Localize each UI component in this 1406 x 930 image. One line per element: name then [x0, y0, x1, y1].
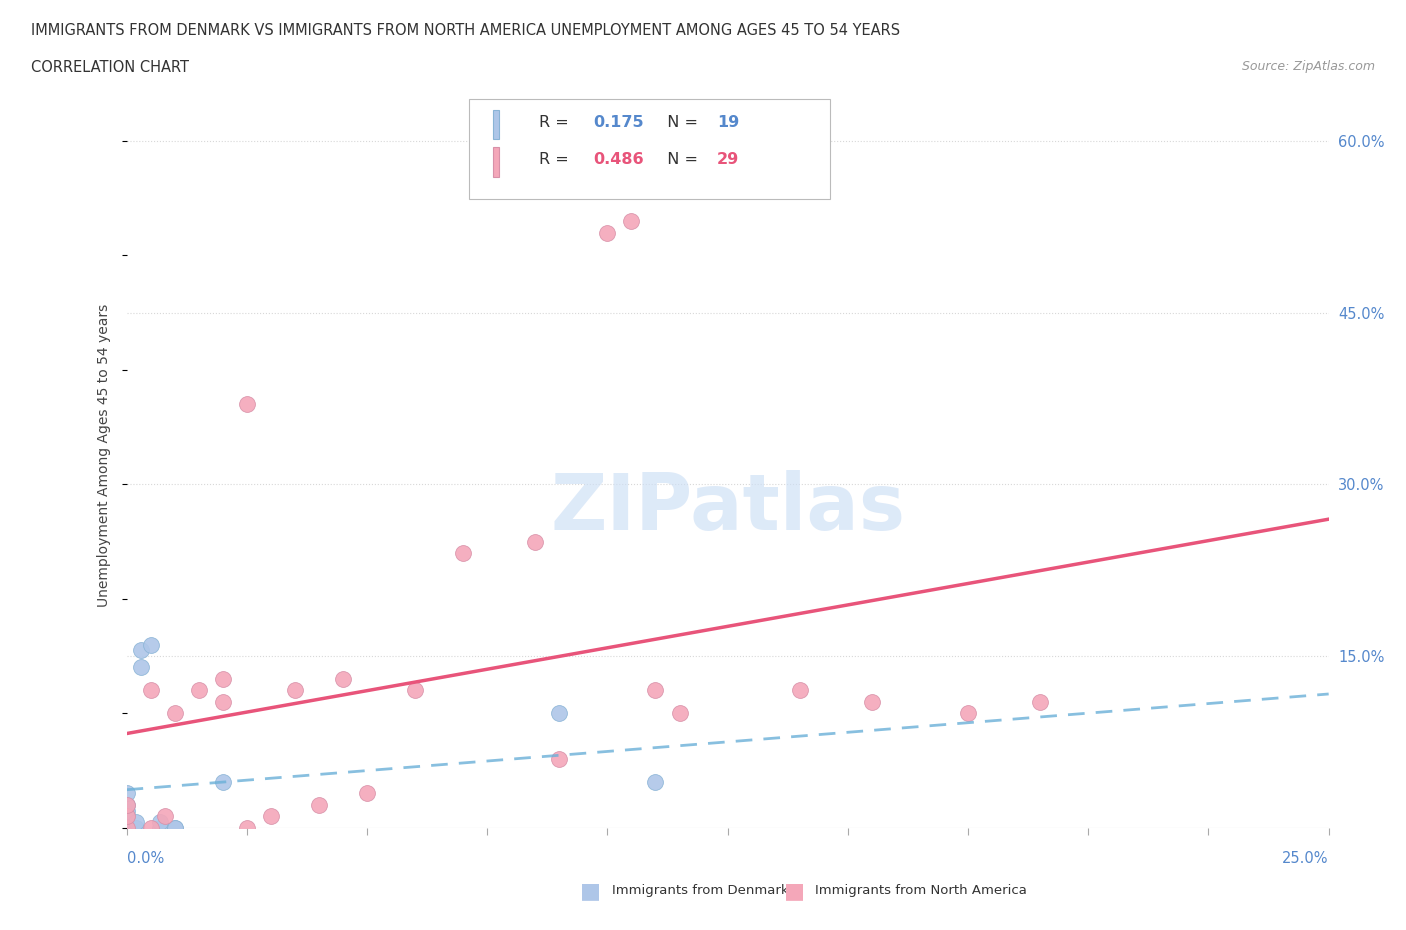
Text: N =: N =: [657, 115, 703, 130]
Point: [187, 683, 209, 698]
FancyBboxPatch shape: [494, 110, 499, 140]
Point: [1029, 695, 1052, 710]
Point: [451, 546, 474, 561]
Point: [548, 706, 571, 721]
Point: [332, 671, 354, 686]
Text: 0.0%: 0.0%: [127, 851, 163, 866]
Text: N =: N =: [657, 153, 703, 167]
Point: [125, 815, 148, 830]
Point: [163, 820, 186, 835]
Point: [153, 809, 176, 824]
Point: [235, 820, 259, 835]
Point: [284, 683, 307, 698]
Point: [524, 534, 547, 549]
Point: [789, 683, 811, 698]
Point: [115, 797, 138, 812]
Text: Immigrants from North America: Immigrants from North America: [815, 884, 1028, 897]
Point: [404, 683, 426, 698]
Text: 19: 19: [717, 115, 740, 130]
Point: [596, 225, 619, 240]
Point: [149, 815, 172, 830]
Point: [956, 706, 979, 721]
Text: R =: R =: [538, 115, 574, 130]
Point: [115, 786, 138, 801]
Text: R =: R =: [538, 153, 574, 167]
Point: [163, 820, 186, 835]
Point: [115, 820, 138, 835]
Point: [211, 775, 233, 790]
Text: 0.175: 0.175: [593, 115, 644, 130]
Point: [356, 786, 378, 801]
FancyBboxPatch shape: [494, 147, 499, 177]
Point: [115, 820, 138, 835]
Point: [115, 820, 138, 835]
Text: IMMIGRANTS FROM DENMARK VS IMMIGRANTS FROM NORTH AMERICA UNEMPLOYMENT AMONG AGES: IMMIGRANTS FROM DENMARK VS IMMIGRANTS FR…: [31, 23, 900, 38]
Y-axis label: Unemployment Among Ages 45 to 54 years: Unemployment Among Ages 45 to 54 years: [97, 304, 111, 607]
Point: [260, 809, 283, 824]
Point: [115, 820, 138, 835]
Point: [129, 660, 152, 675]
Point: [125, 820, 148, 835]
Point: [115, 797, 138, 812]
Point: [235, 397, 259, 412]
Point: [644, 775, 666, 790]
Point: [211, 695, 233, 710]
Point: [129, 643, 152, 658]
Text: Immigrants from Denmark: Immigrants from Denmark: [612, 884, 789, 897]
Point: [115, 809, 138, 824]
Text: CORRELATION CHART: CORRELATION CHART: [31, 60, 188, 75]
Point: [548, 751, 571, 766]
Text: 29: 29: [717, 153, 740, 167]
Point: [115, 804, 138, 818]
FancyBboxPatch shape: [470, 99, 830, 199]
Text: Source: ZipAtlas.com: Source: ZipAtlas.com: [1241, 60, 1375, 73]
Point: [308, 797, 330, 812]
Text: ■: ■: [785, 881, 804, 901]
Point: [139, 637, 162, 652]
Point: [620, 214, 643, 229]
Text: ■: ■: [581, 881, 600, 901]
Point: [860, 695, 883, 710]
Text: 0.486: 0.486: [593, 153, 644, 167]
Point: [668, 706, 690, 721]
Text: ZIPatlas: ZIPatlas: [550, 470, 905, 546]
Point: [211, 671, 233, 686]
Point: [115, 809, 138, 824]
Text: 25.0%: 25.0%: [1282, 851, 1329, 866]
Point: [139, 683, 162, 698]
Point: [644, 683, 666, 698]
Point: [139, 820, 162, 835]
Point: [163, 706, 186, 721]
Point: [149, 820, 172, 835]
